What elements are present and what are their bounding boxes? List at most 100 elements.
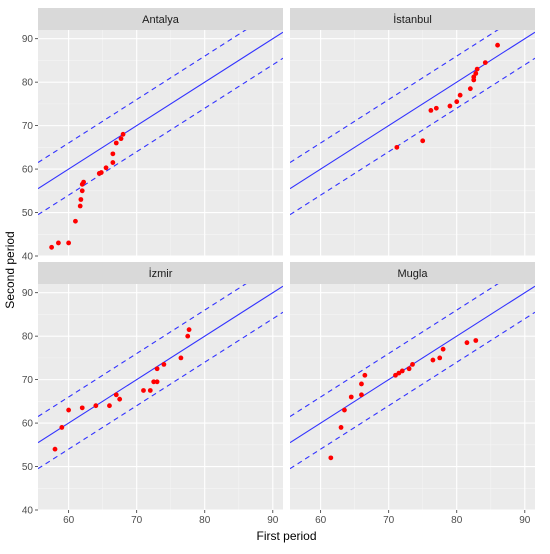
data-point [110,151,116,157]
facet-title: Mugla [398,268,429,280]
data-point [471,74,477,80]
reference-line-identity [38,285,283,444]
data-point [359,392,364,398]
data-point [113,140,119,146]
data-point [474,66,480,72]
data-point [393,372,398,378]
data-point [440,346,446,352]
data-point [457,92,463,98]
facet-strip [290,8,535,30]
facet-panel-3: İzmir 40 50 60 70 80 90 60 70 80 90 [22,262,283,526]
facet-title: İstanbul [393,13,432,26]
data-point [437,355,443,361]
x-tick-label: 70 [383,515,395,526]
reference-line-dashed [290,284,499,418]
data-point [93,403,99,409]
data-point [359,381,364,387]
reference-line-identity [290,31,535,190]
y-tick-label: 90 [22,288,34,299]
reference-line-dashed [290,311,535,470]
reference-line-dashed [290,57,535,216]
x-tick-label: 60 [315,515,327,526]
data-point [78,197,84,202]
data-point [473,338,479,343]
panel-background [290,284,535,510]
y-tick-label: 70 [22,375,34,386]
facet-panel-4: Mugla 60 70 80 90 [290,262,535,526]
x-axis-title: First period [256,529,316,543]
data-point [338,425,344,430]
data-point [185,333,191,339]
x-tick-label: 90 [267,515,279,526]
panel-background [290,30,535,256]
x-tick-label: 80 [199,515,211,526]
data-point [79,405,85,411]
facet-panel-2: İstanbul [290,8,535,257]
data-point [328,455,334,461]
data-point [117,396,123,402]
data-point [420,138,426,144]
y-tick-label: 70 [22,121,34,132]
data-point [103,165,109,171]
data-point [107,403,112,409]
reference-line-dashed [290,30,499,164]
data-point [428,108,434,113]
data-point [141,388,146,393]
data-point [447,103,453,109]
y-tick-label: 40 [22,252,34,263]
data-point [154,366,160,372]
data-point [410,362,415,367]
panel-background [38,284,283,510]
data-point [59,425,65,430]
data-point [396,370,402,376]
data-point [482,60,488,65]
data-point [56,240,61,246]
data-point [454,99,460,105]
data-point [362,372,368,378]
data-point [49,244,55,250]
data-point [406,366,412,372]
data-point [98,170,104,175]
x-tick-label: 70 [131,515,143,526]
data-point [161,362,167,367]
panel-background [38,30,283,256]
x-tick-label: 90 [519,515,531,526]
data-point [495,42,500,48]
data-point [464,340,470,346]
data-point [467,86,473,92]
data-point [110,160,116,165]
y-tick-label: 80 [22,332,34,343]
data-point [73,218,78,224]
data-point [77,203,83,209]
data-point [433,105,439,111]
x-tick-label: 80 [451,515,463,526]
data-point [394,144,400,150]
y-tick-label: 80 [22,78,34,89]
data-point [430,357,436,363]
reference-lines [38,284,283,470]
reference-line-dashed [38,57,283,216]
data-point [120,131,126,137]
data-point [81,179,86,185]
facet-title: İzmir [149,267,173,280]
x-tick-label: 60 [63,515,75,526]
y-axis-title: Second period [3,231,17,308]
data-point [151,379,157,385]
y-tick-label: 50 [22,208,34,219]
facet-title: Antalya [142,14,180,26]
facet-strip [290,262,535,284]
reference-lines [290,30,535,216]
data-point [66,407,72,413]
data-point [79,188,85,194]
data-point [66,240,72,246]
y-tick-label: 50 [22,462,34,473]
data-point [399,368,405,374]
data-point [186,327,192,333]
data-point [147,388,153,393]
facet-panel-1: Antalya 40 50 60 70 80 90 [22,8,283,263]
data-point [348,394,354,400]
reference-line-dashed [38,30,247,164]
facet-strip [38,262,283,284]
